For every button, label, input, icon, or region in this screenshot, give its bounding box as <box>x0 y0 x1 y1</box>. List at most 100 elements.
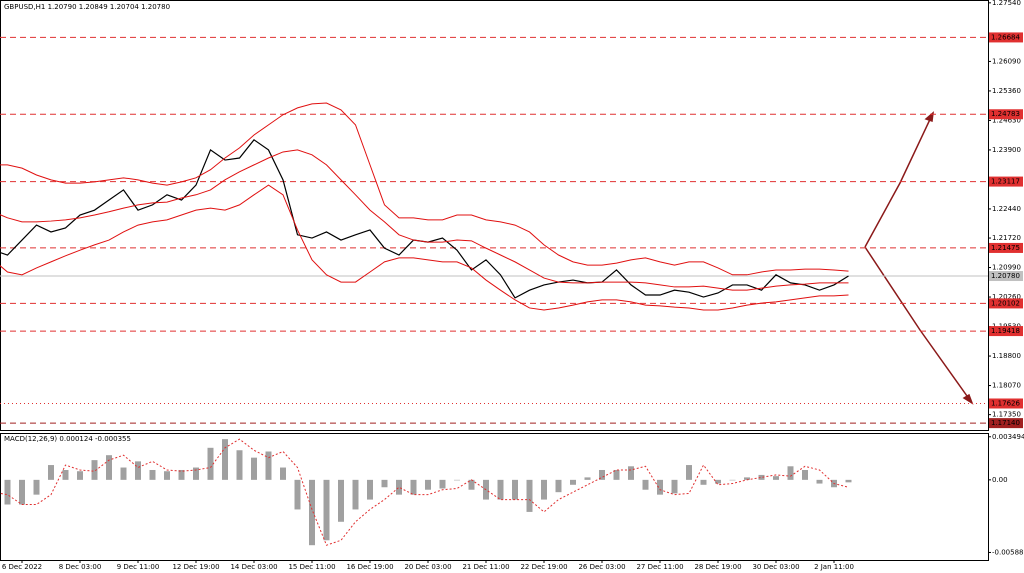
macd-bar <box>512 479 518 500</box>
x-tick-label: 6 Dec 2022 <box>2 563 42 571</box>
y-tick-label: 1.22440 <box>992 205 1021 213</box>
macd-bar <box>744 477 750 480</box>
level-tag <box>989 326 1023 337</box>
y-tick-label: 1.27540 <box>992 0 1021 7</box>
macd-bar <box>33 479 40 495</box>
macd-bar <box>265 451 272 480</box>
x-tick-label: 15 Dec 11:00 <box>288 563 335 571</box>
macd-bar <box>599 469 605 480</box>
level-label: 1.20780 <box>991 272 1020 280</box>
macd-bar <box>193 467 199 480</box>
macd-bar <box>642 479 649 490</box>
x-tick-label: 20 Dec 03:00 <box>404 563 451 571</box>
level-label: 1.17140 <box>991 419 1020 427</box>
macd-bar <box>222 439 228 480</box>
level-tag <box>989 271 1023 282</box>
y-tick-label: 1.23900 <box>992 146 1021 154</box>
macd-bar <box>686 465 692 480</box>
macd-bar <box>135 461 141 480</box>
macd-bar <box>251 457 257 480</box>
macd-bar <box>758 474 765 480</box>
macd-title: MACD(12,26,9) 0.000124 -0.000355 <box>4 435 131 443</box>
band-line <box>0 102 849 276</box>
x-tick-label: 26 Dec 03:00 <box>578 563 625 571</box>
macd-bar <box>19 479 25 505</box>
macd-bar <box>657 479 663 495</box>
macd-bar <box>454 479 460 481</box>
macd-bar <box>149 469 156 480</box>
macd-bar <box>584 477 591 480</box>
level-tag <box>989 176 1023 187</box>
macd-bar <box>628 466 634 480</box>
level-tag <box>989 298 1023 309</box>
macd-bar <box>323 479 330 541</box>
y-tick-label: 0.003494 <box>992 433 1024 441</box>
y-tick-label: 1.25360 <box>992 87 1021 95</box>
level-tag <box>989 398 1023 409</box>
level-label: 1.21475 <box>991 244 1020 252</box>
chart-title: GBPUSD,H1 1.20790 1.20849 1.20704 1.2078… <box>4 3 170 11</box>
up-arrow-head <box>924 111 934 123</box>
x-tick-label: 12 Dec 19:00 <box>172 563 219 571</box>
macd-bar <box>439 479 446 489</box>
macd-bar <box>715 479 721 484</box>
up-arrow <box>864 112 934 248</box>
y-tick-label: 1.17350 <box>992 411 1021 419</box>
x-tick-label: 16 Dec 19:00 <box>346 563 393 571</box>
macd-bar <box>410 479 417 495</box>
x-tick-label: 9 Dec 11:00 <box>117 563 160 571</box>
level-label: 1.19418 <box>991 327 1020 335</box>
x-tick-label: 28 Dec 19:00 <box>694 563 741 571</box>
macd-bar <box>816 479 823 484</box>
macd-bar <box>280 467 286 480</box>
x-tick-label: 21 Dec 11:00 <box>462 563 509 571</box>
y-tick-label: 1.20260 <box>992 293 1021 301</box>
macd-bar <box>555 479 562 493</box>
macd-bar <box>367 479 373 500</box>
macd-bar <box>729 479 736 481</box>
x-tick-label: 8 Dec 03:00 <box>59 563 102 571</box>
macd-bar <box>120 467 127 480</box>
y-tick-label: 1.21720 <box>992 234 1021 242</box>
macd-bar <box>425 479 431 490</box>
macd-bar <box>787 466 794 480</box>
down-arrow-head <box>962 393 974 405</box>
y-tick-label: 1.20990 <box>992 264 1021 272</box>
level-label: 1.20102 <box>991 299 1020 307</box>
y-tick-label: 1.18800 <box>992 352 1021 360</box>
macd-bar <box>396 479 402 495</box>
x-tick-label: 27 Dec 11:00 <box>636 563 683 571</box>
macd-bar <box>671 479 678 494</box>
macd-bar <box>338 479 344 522</box>
macd-bar <box>352 479 359 510</box>
macd-bar <box>294 479 301 510</box>
macd-bar <box>497 479 504 500</box>
y-tick-label: 0.00 <box>992 476 1008 484</box>
macd-panel <box>0 433 989 561</box>
forecast-arrows <box>864 111 974 405</box>
y-tick-label: 1.26090 <box>992 57 1021 65</box>
macd-bar <box>526 479 533 512</box>
macd-bar <box>845 479 852 483</box>
macd-bar <box>570 479 576 485</box>
level-label: 1.23117 <box>991 178 1020 186</box>
x-tick-label: 14 Dec 03:00 <box>230 563 277 571</box>
level-tag <box>989 32 1023 43</box>
macd-bar <box>207 447 214 480</box>
x-tick-label: 22 Dec 19:00 <box>520 563 567 571</box>
macd-bar <box>541 479 547 500</box>
signal-line <box>0 438 849 546</box>
macd-bar <box>48 465 54 480</box>
macd-bar <box>700 479 707 485</box>
band-line <box>0 149 849 291</box>
macd-bar <box>106 455 112 480</box>
macd-bar <box>773 476 779 480</box>
macd-bar <box>91 460 98 480</box>
level-tag <box>989 242 1023 253</box>
macd-bar <box>236 450 243 480</box>
level-label: 1.17626 <box>991 399 1020 407</box>
main-panel <box>0 0 989 431</box>
x-tick-label: 30 Dec 03:00 <box>752 563 799 571</box>
macd-bar <box>4 479 11 505</box>
